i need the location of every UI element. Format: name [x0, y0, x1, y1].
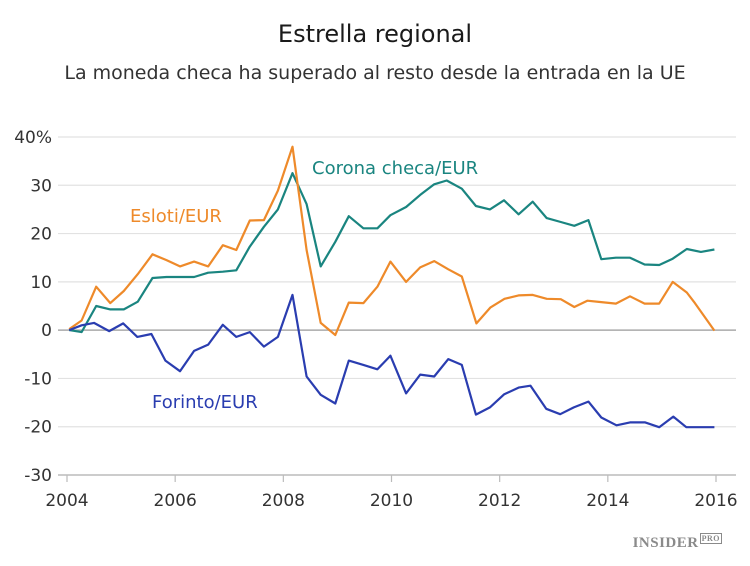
x-tick-label: 2006 [154, 491, 197, 511]
x-tick-label: 2016 [694, 491, 737, 511]
logo-text: INSIDER [632, 535, 699, 551]
series-label: Corona checa/EUR [312, 158, 478, 179]
x-tick-label: 2008 [262, 491, 305, 511]
y-tick-label: 10 [30, 273, 52, 293]
chart-title: Estrella regional [277, 20, 473, 48]
y-tick-label: 40% [14, 128, 52, 148]
logo-suffix: PRO [699, 533, 722, 544]
y-tick-label: -20 [24, 418, 52, 438]
series-line-2 [68, 293, 715, 429]
x-tick-label: 2010 [370, 491, 413, 511]
x-tick-label: 2014 [586, 491, 629, 511]
y-tick-label: -10 [24, 369, 52, 389]
y-tick-label: 0 [41, 321, 52, 341]
series-label: Forinto/EUR [152, 392, 258, 413]
y-tick-label: -30 [24, 466, 52, 486]
chart-subtitle: La moneda checa ha superado al resto des… [64, 62, 686, 84]
x-tick-label: 2004 [45, 491, 88, 511]
series-line-0 [69, 172, 715, 334]
insider-pro-logo: INSIDER PRO [632, 533, 722, 552]
y-tick-label: 30 [30, 176, 52, 196]
series-label: Esloti/EUR [130, 206, 222, 227]
x-tick-label: 2012 [478, 491, 521, 511]
y-tick-label: 20 [30, 225, 52, 245]
series-line-1 [68, 145, 716, 337]
